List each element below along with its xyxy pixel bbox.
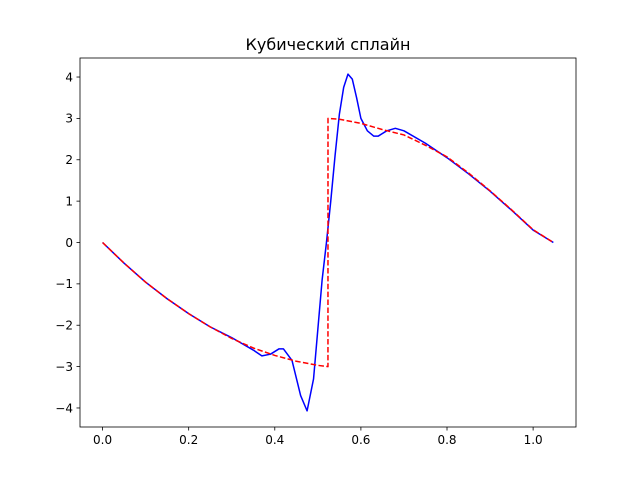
- x-tick-label: 0.6: [351, 433, 370, 447]
- x-tick-label: 0.8: [437, 433, 456, 447]
- plot-area: [102, 73, 554, 412]
- x-tick-label: 0.0: [93, 433, 112, 447]
- x-tick-label: 0.2: [179, 433, 198, 447]
- chart-title: Кубический сплайн: [246, 35, 411, 54]
- y-tick-label: 1: [65, 194, 73, 208]
- series-line-1: [102, 73, 554, 412]
- y-tick-label: 2: [65, 153, 73, 167]
- series-line-2: [102, 117, 554, 368]
- y-tick-label: −1: [55, 277, 73, 291]
- x-tick-label: 1.0: [524, 433, 543, 447]
- y-tick-label: −3: [55, 360, 73, 374]
- y-tick-label: 0: [65, 236, 73, 250]
- y-tick-label: 3: [65, 112, 73, 126]
- y-tick-label: 4: [65, 70, 73, 84]
- y-tick-label: −2: [55, 319, 73, 333]
- y-tick-label: −4: [55, 401, 73, 415]
- axes: 0.0 0.2 0.4 0.6 0.8 1.0 −4 −3 −2 −1 0 1 2 3 4: [55, 57, 577, 447]
- x-tick-label: 0.4: [265, 433, 284, 447]
